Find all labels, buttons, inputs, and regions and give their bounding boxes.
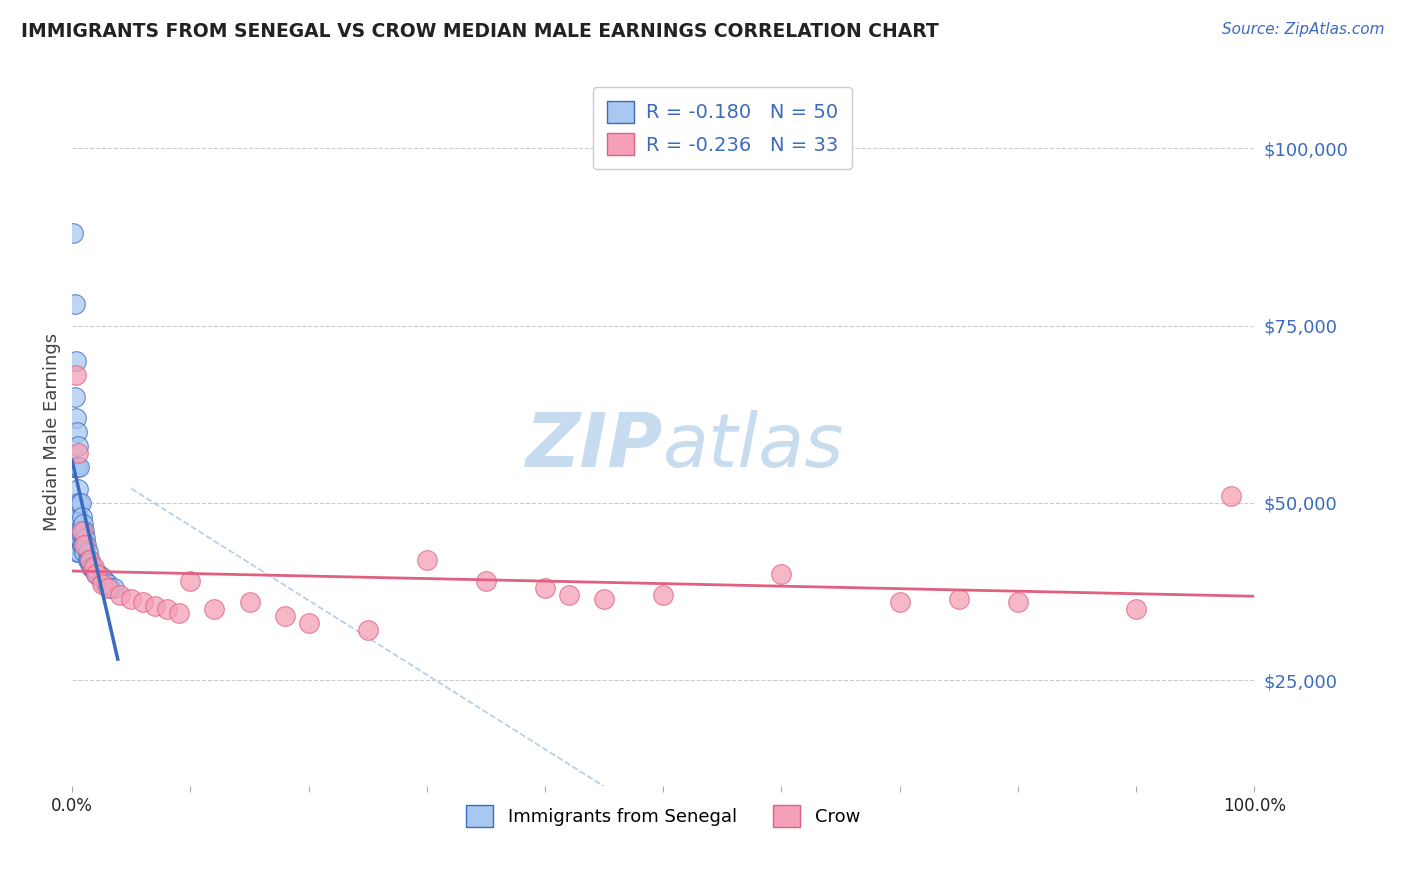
Point (90, 574, 112, 588)
Point (79, 552, 101, 566)
Point (1219, 489, 1241, 503)
Point (97, 577, 120, 591)
Point (73, 524, 96, 539)
Point (298, 616, 321, 631)
Point (103, 581, 125, 595)
Point (98, 581, 121, 595)
Point (73, 545, 96, 559)
Point (274, 609, 297, 624)
Point (65, 496, 87, 510)
Point (73, 538, 96, 552)
Point (67, 446, 90, 460)
Point (67, 482, 90, 496)
Point (66, 460, 89, 475)
Point (167, 606, 190, 620)
Point (67, 545, 90, 559)
Point (72, 538, 94, 552)
Point (80, 559, 103, 574)
Point (70, 510, 93, 524)
Point (76, 545, 98, 559)
Point (66, 545, 89, 559)
Point (770, 566, 793, 581)
Point (143, 599, 166, 613)
Point (1125, 602, 1147, 616)
Point (62, 460, 84, 475)
Legend: Immigrants from Senegal, Crow: Immigrants from Senegal, Crow (460, 797, 868, 834)
Point (82, 559, 104, 574)
Y-axis label: Median Male Earnings: Median Male Earnings (44, 333, 60, 531)
Point (77, 552, 100, 566)
Point (62, 510, 84, 524)
Point (84, 566, 107, 581)
Point (652, 588, 675, 602)
Point (179, 574, 201, 588)
Point (67, 439, 90, 453)
Point (75, 531, 97, 545)
Point (156, 602, 179, 616)
Point (79, 556, 101, 570)
Point (67, 460, 90, 475)
Point (66, 524, 89, 539)
Point (67, 524, 90, 539)
Point (63, 297, 86, 311)
Point (65, 460, 87, 475)
Point (593, 591, 616, 606)
Point (70, 538, 93, 552)
Text: IMMIGRANTS FROM SENEGAL VS CROW MEDIAN MALE EARNINGS CORRELATION CHART: IMMIGRANTS FROM SENEGAL VS CROW MEDIAN M… (21, 22, 939, 41)
Point (66, 496, 89, 510)
Text: atlas: atlas (664, 410, 845, 483)
Point (75, 538, 97, 552)
Point (84, 566, 107, 581)
Point (90, 570, 112, 584)
Point (69, 496, 91, 510)
Point (475, 574, 498, 588)
Point (65, 354, 87, 368)
Point (83, 559, 105, 574)
Point (357, 624, 380, 638)
Point (76, 552, 98, 566)
Point (67, 496, 90, 510)
Text: Source: ZipAtlas.com: Source: ZipAtlas.com (1222, 22, 1385, 37)
Point (238, 595, 260, 609)
Point (94, 574, 117, 588)
Point (67, 510, 90, 524)
Point (65, 368, 87, 383)
Point (72, 517, 94, 532)
Point (1007, 595, 1029, 609)
Point (65, 410, 87, 425)
Point (63, 510, 86, 524)
Point (889, 595, 911, 609)
Text: ZIP: ZIP (526, 409, 664, 483)
Point (948, 591, 970, 606)
Point (70, 524, 93, 539)
Point (63, 460, 86, 475)
Point (67, 538, 90, 552)
Point (83, 563, 105, 577)
Point (534, 581, 557, 595)
Point (416, 552, 439, 566)
Point (63, 390, 86, 404)
Point (557, 588, 579, 602)
Point (90, 577, 112, 591)
Point (97, 581, 120, 595)
Point (65, 524, 87, 539)
Point (202, 602, 225, 616)
Point (132, 595, 155, 609)
Point (108, 588, 131, 602)
Point (62, 227, 84, 241)
Point (120, 591, 142, 606)
Point (87, 566, 110, 581)
Point (69, 524, 91, 539)
Point (66, 425, 89, 439)
